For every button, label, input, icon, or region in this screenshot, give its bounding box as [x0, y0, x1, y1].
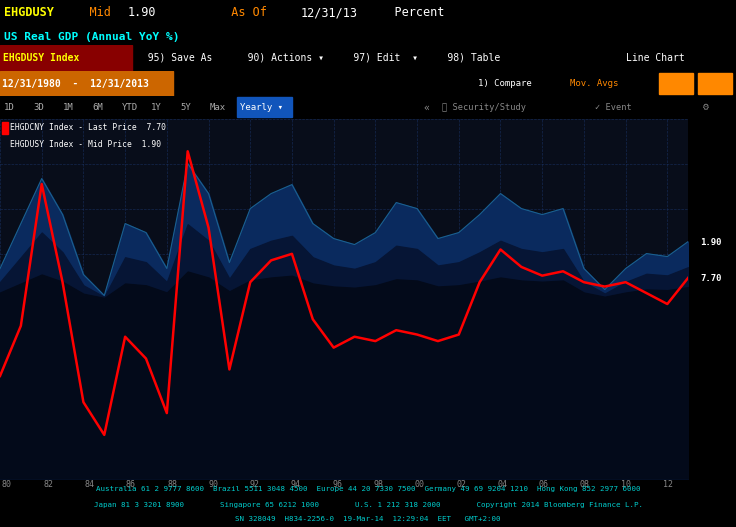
Text: EHGDUSY: EHGDUSY — [4, 6, 54, 19]
Text: 6M: 6M — [92, 103, 103, 112]
Text: Line Chart: Line Chart — [626, 53, 684, 63]
Text: EHGDUSY Index: EHGDUSY Index — [3, 53, 79, 63]
Text: 1M: 1M — [63, 103, 74, 112]
Bar — [0, 45, 132, 71]
Text: EHGDCNY Index - Last Price  7.70: EHGDCNY Index - Last Price 7.70 — [10, 123, 166, 132]
Text: 94: 94 — [291, 480, 301, 489]
Text: Yearly ▾: Yearly ▾ — [240, 103, 283, 112]
Text: 84: 84 — [85, 480, 94, 489]
Text: US Real GDP (Annual YoY %): US Real GDP (Annual YoY %) — [4, 32, 179, 42]
Text: SN 328049  H834-2256-0  19-Mar-14  12:29:04  EET   GMT+2:00: SN 328049 H834-2256-0 19-Mar-14 12:29:04… — [236, 516, 500, 522]
Text: 1.90: 1.90 — [127, 6, 156, 19]
Text: 5Y: 5Y — [180, 103, 191, 112]
Text: 12/31/1980  -  12/31/2013: 12/31/1980 - 12/31/2013 — [2, 79, 149, 89]
Text: Mov. Avgs: Mov. Avgs — [570, 79, 619, 88]
Text: Mid: Mid — [61, 6, 118, 19]
Text: Australia 61 2 9777 8600  Brazil 5511 3048 4500  Europe 44 20 7330 7500  Germany: Australia 61 2 9777 8600 Brazil 5511 304… — [96, 486, 640, 492]
Bar — [0, 71, 173, 96]
Text: 88: 88 — [167, 480, 177, 489]
Text: 02: 02 — [456, 480, 466, 489]
Text: 95) Save As      90) Actions ▾     97) Edit  ▾     98) Table: 95) Save As 90) Actions ▾ 97) Edit ▾ 98)… — [136, 53, 500, 63]
Text: Japan 81 3 3201 8900        Singapore 65 6212 1000        U.S. 1 212 318 2000   : Japan 81 3 3201 8900 Singapore 65 6212 1… — [93, 502, 643, 508]
Text: 96: 96 — [332, 480, 342, 489]
Text: 1Y: 1Y — [151, 103, 162, 112]
Text: As Of: As Of — [160, 6, 281, 19]
Text: 92: 92 — [250, 480, 260, 489]
Text: 1D: 1D — [4, 103, 15, 112]
Text: 08: 08 — [580, 480, 590, 489]
Text: Percent: Percent — [367, 6, 445, 19]
Text: 7.70: 7.70 — [701, 274, 722, 283]
Text: 00: 00 — [415, 480, 425, 489]
Text: ⚙: ⚙ — [703, 102, 709, 112]
Text: 86: 86 — [126, 480, 135, 489]
Text: ℹ Security/Study: ℹ Security/Study — [442, 103, 526, 112]
Bar — [237, 97, 292, 118]
Text: 3D: 3D — [33, 103, 44, 112]
Text: 98: 98 — [373, 480, 383, 489]
Text: 90: 90 — [208, 480, 219, 489]
Text: 12: 12 — [662, 480, 673, 489]
Bar — [698, 73, 732, 94]
Text: Max: Max — [210, 103, 226, 112]
Text: 82: 82 — [43, 480, 53, 489]
Bar — [659, 73, 693, 94]
Text: 10: 10 — [621, 480, 631, 489]
Text: YTD: YTD — [121, 103, 138, 112]
Text: 04: 04 — [498, 480, 507, 489]
Text: 1.90: 1.90 — [701, 238, 722, 247]
Text: ✓ Event: ✓ Event — [595, 103, 631, 112]
Text: 06: 06 — [539, 480, 548, 489]
Text: EHGDUSY Index - Mid Price  1.90: EHGDUSY Index - Mid Price 1.90 — [10, 140, 161, 149]
Text: 12/31/13: 12/31/13 — [300, 6, 358, 19]
Text: 80: 80 — [2, 480, 12, 489]
Bar — [2, 122, 8, 134]
Text: «: « — [423, 102, 429, 112]
Text: 1) Compare: 1) Compare — [478, 79, 532, 88]
